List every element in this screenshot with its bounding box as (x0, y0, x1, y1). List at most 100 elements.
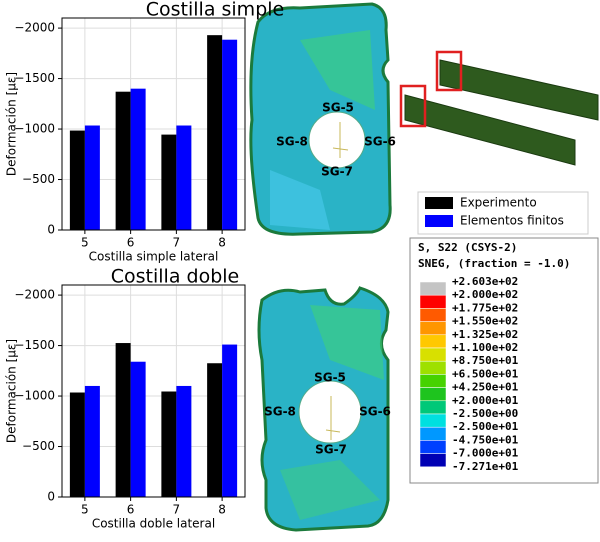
x-axis-label: Costilla simple lateral (89, 250, 219, 264)
colorbar-label: +8.750e+01 (452, 354, 519, 367)
colorbar-swatch (419, 281, 447, 296)
x-tick-label: 6 (127, 236, 135, 250)
bar (161, 391, 177, 497)
sg-label: SG-6 (359, 405, 391, 419)
colorbar-swatch (419, 387, 447, 402)
fea-zone (280, 460, 380, 520)
bar (130, 88, 146, 231)
plot-frame (61, 17, 246, 231)
colorbar-swatch (419, 374, 447, 388)
fea-gauge (325, 396, 341, 440)
colorbar-label: -7.271e+01 (452, 460, 519, 473)
chart-title: Costilla simple (146, 0, 284, 21)
colorbar-label: +1.775e+02 (452, 301, 518, 314)
colorbar-label: -2.500e+01 (452, 420, 519, 433)
x-tick-label: 8 (218, 503, 226, 517)
bar (222, 344, 238, 497)
fea-zone (310, 305, 384, 380)
y-tick-label: −1500 (14, 338, 55, 352)
colorbar-label: +2.000e+02 (452, 288, 518, 301)
bar (207, 35, 223, 231)
colorbar-swatch (419, 440, 447, 454)
colorbar-swatch (419, 453, 447, 468)
sg-label: SG-5 (322, 101, 354, 115)
x-tick-label: 8 (218, 236, 226, 250)
fea-hole (298, 380, 362, 444)
sg-label: SG-8 (276, 135, 308, 149)
bar (130, 361, 146, 497)
colorbar-label: +2.603e+02 (452, 275, 518, 288)
bar (161, 134, 177, 230)
colorbar-swatch (419, 413, 447, 428)
bar (176, 385, 192, 497)
bar (69, 392, 85, 497)
y-tick-label: −1000 (14, 122, 55, 136)
colorbar-label: -2.500e+00 (452, 407, 518, 420)
bar (222, 39, 238, 231)
colorbar-subtitle: SNEG, (fraction = -1.0) (418, 257, 570, 270)
colorbar-label: +1.550e+02 (452, 315, 518, 328)
colorbar: S, S22 (CSYS-2) SNEG, (fraction = -1.0) … (409, 237, 599, 484)
colorbar-label: +1.100e+02 (452, 341, 518, 354)
sg-label: SG-7 (315, 443, 347, 457)
x-axis-label: Costilla doble lateral (92, 517, 215, 531)
fea-zone (300, 30, 375, 110)
colorbar-swatch (419, 321, 447, 336)
x-tick-label: 5 (81, 503, 89, 517)
y-tick-label: −2000 (14, 21, 55, 35)
y-tick-label: −1500 (14, 71, 55, 85)
y-tick-label: −2000 (14, 288, 55, 302)
sg-label: SG-6 (364, 135, 396, 149)
y-tick-label: −1000 (14, 389, 55, 403)
sg-label: SG-7 (321, 165, 353, 179)
colorbar-label: +2.000e+01 (452, 394, 519, 407)
colorbar-swatch (419, 308, 447, 322)
bar (207, 363, 223, 497)
colorbar-label: +6.500e+01 (452, 367, 519, 380)
colorbar-swatch (419, 334, 447, 349)
plot-frame (61, 284, 246, 498)
x-tick-label: 5 (81, 236, 89, 250)
colorbar-label: +4.250e+01 (452, 381, 519, 394)
fea-hole (308, 111, 366, 169)
fea-bottom: SG-5 SG-8 SG-6 SG-7 (257, 286, 391, 532)
colorbar-swatch (419, 294, 447, 309)
colorbar-swatch (419, 347, 447, 362)
assembly-row (404, 94, 576, 166)
y-tick-label: 0 (47, 490, 55, 504)
bar (115, 91, 131, 230)
sg-label: SG-5 (314, 371, 346, 385)
colorbar-title: S, S22 (CSYS-2) (418, 241, 517, 254)
colorbar-swatch (419, 400, 447, 415)
x-tick-label: 7 (173, 236, 181, 250)
highlight-box (435, 50, 463, 92)
colorbar-label: -4.750e+01 (452, 433, 519, 446)
chart-title: Costilla doble (111, 266, 239, 288)
legend: Experimento Elementos finitos (417, 191, 589, 235)
colorbar-swatch (419, 426, 447, 441)
fea-top: SG-5 SG-8 SG-6 SG-7 (249, 2, 396, 236)
bar (84, 125, 100, 230)
bar (69, 130, 85, 230)
assembly-row (439, 59, 599, 121)
bar (176, 125, 192, 230)
y-axis-label: Deformación [με] (5, 72, 19, 176)
y-tick-label: 0 (47, 223, 55, 237)
y-tick-label: −500 (22, 172, 55, 186)
legend-swatch (425, 197, 453, 209)
colorbar-label: +1.325e+02 (452, 328, 518, 341)
bar (84, 385, 100, 497)
bar (115, 343, 131, 497)
legend-swatch (425, 215, 453, 227)
fea-zone (270, 170, 330, 230)
colorbar-label: -7.000e+01 (452, 447, 519, 460)
legend-label: Experimento (460, 196, 537, 210)
assembly-view (399, 50, 599, 166)
highlight-box (399, 84, 427, 128)
x-tick-label: 6 (127, 503, 135, 517)
sg-label: SG-8 (264, 405, 296, 419)
fea-gauge (332, 122, 349, 158)
y-tick-label: −500 (22, 439, 55, 453)
